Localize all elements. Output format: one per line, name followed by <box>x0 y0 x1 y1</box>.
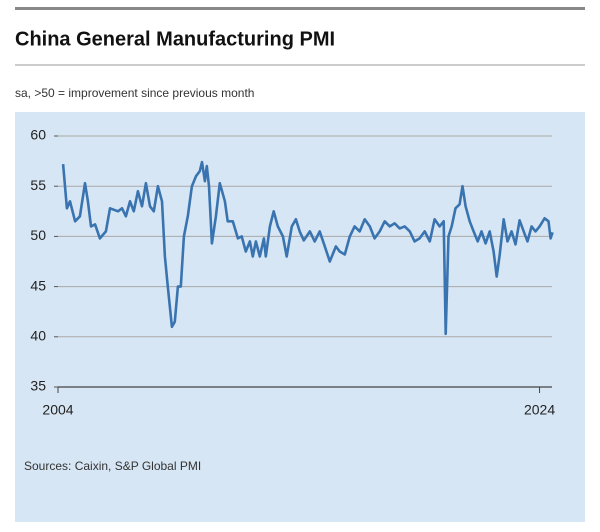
chart-title: China General Manufacturing PMI <box>15 28 335 50</box>
y-tick-label: 35 <box>30 378 46 394</box>
x-tick-label: 2024 <box>524 402 555 418</box>
x-tick-label: 2004 <box>42 402 73 418</box>
panel <box>15 112 585 522</box>
source: Sources: Caixin, S&P Global PMI <box>24 459 201 473</box>
subtitle: sa, >50 = improvement since previous mon… <box>15 86 254 100</box>
y-tick-label: 45 <box>30 277 46 293</box>
line <box>61 160 554 336</box>
top-rule <box>15 7 585 10</box>
y-tick-label: 55 <box>30 177 46 193</box>
y-tick-label: 60 <box>30 127 46 143</box>
y-tick-label: 50 <box>30 227 46 243</box>
y-tick-label: 40 <box>30 328 46 344</box>
